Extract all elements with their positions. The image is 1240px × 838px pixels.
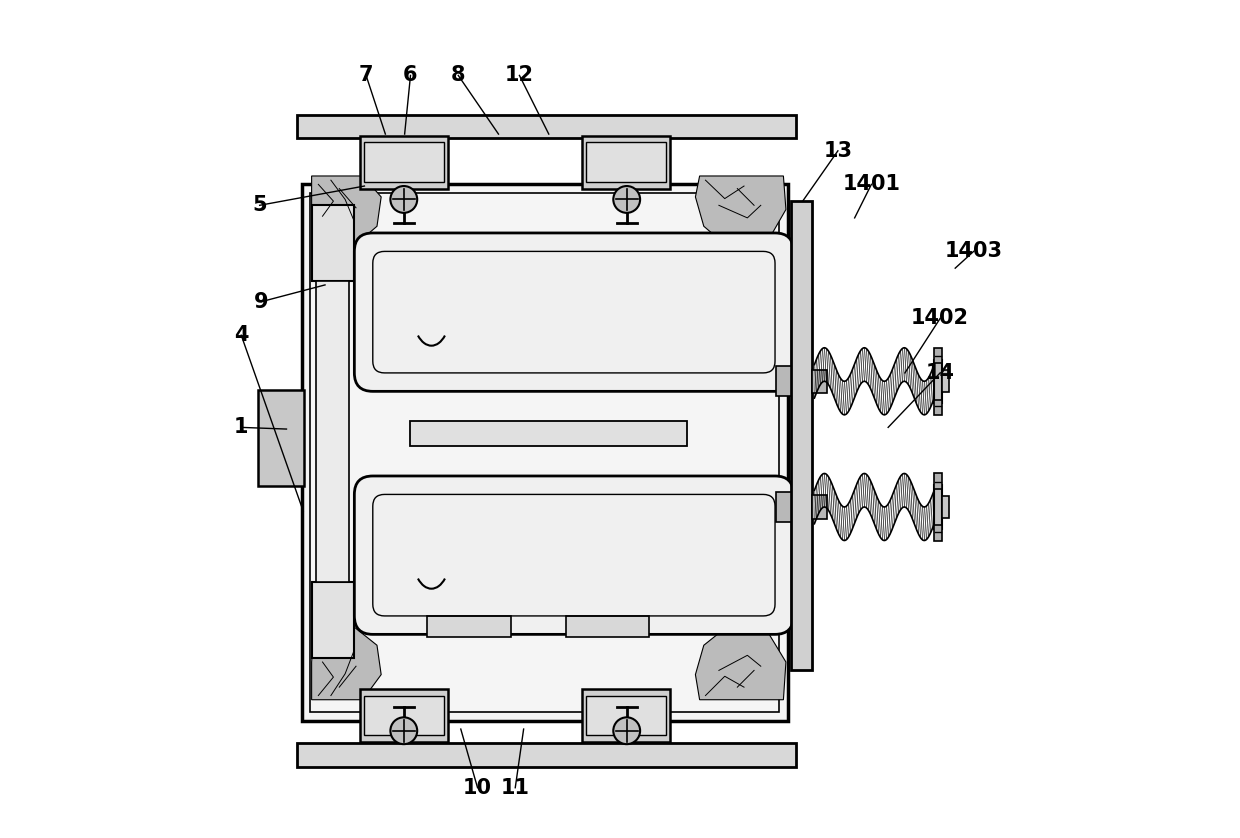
Polygon shape	[696, 622, 786, 700]
Bar	[428, 616, 511, 637]
Bar	[365, 142, 444, 182]
Polygon shape	[311, 176, 381, 251]
Text: 1401: 1401	[842, 174, 900, 194]
Text: 8: 8	[451, 65, 465, 85]
Text: 14: 14	[925, 363, 955, 383]
Circle shape	[614, 717, 640, 744]
Bar	[934, 400, 942, 415]
Bar	[791, 201, 812, 670]
Text: 4: 4	[234, 325, 248, 345]
Text: 10: 10	[463, 778, 492, 798]
Bar	[587, 142, 666, 182]
Bar	[298, 115, 796, 138]
Bar	[934, 360, 942, 403]
Polygon shape	[311, 622, 381, 700]
Bar	[812, 495, 827, 519]
Bar	[365, 696, 444, 735]
Bar	[410, 421, 687, 446]
Text: 9: 9	[254, 292, 269, 312]
Bar	[812, 370, 827, 393]
Bar	[316, 281, 350, 582]
Text: 1403: 1403	[945, 241, 1003, 261]
Bar	[258, 390, 304, 486]
Text: 1: 1	[234, 417, 248, 437]
Bar	[311, 205, 353, 281]
Bar	[583, 689, 671, 742]
Bar	[934, 348, 942, 363]
Bar	[942, 370, 950, 392]
Bar	[310, 193, 779, 712]
Polygon shape	[696, 176, 786, 251]
Bar	[934, 473, 942, 489]
Bar	[360, 689, 448, 742]
Text: 5: 5	[253, 195, 267, 215]
FancyBboxPatch shape	[355, 476, 794, 634]
Bar	[776, 492, 791, 522]
Bar	[583, 136, 671, 189]
Bar	[360, 136, 448, 189]
Text: 7: 7	[358, 65, 373, 85]
Circle shape	[614, 186, 640, 213]
Bar	[934, 525, 942, 541]
Text: 13: 13	[823, 141, 852, 161]
Text: 1402: 1402	[911, 308, 970, 328]
Text: 12: 12	[505, 65, 534, 85]
Bar	[934, 485, 942, 529]
Bar	[301, 184, 787, 721]
Bar	[311, 582, 353, 658]
Bar	[298, 743, 796, 767]
Bar	[942, 496, 950, 518]
Text: 11: 11	[501, 778, 529, 798]
Bar	[776, 366, 791, 396]
Circle shape	[391, 717, 417, 744]
Bar	[565, 616, 650, 637]
FancyBboxPatch shape	[355, 233, 794, 391]
Circle shape	[391, 186, 417, 213]
Text: 6: 6	[403, 65, 418, 85]
Bar	[587, 696, 666, 735]
